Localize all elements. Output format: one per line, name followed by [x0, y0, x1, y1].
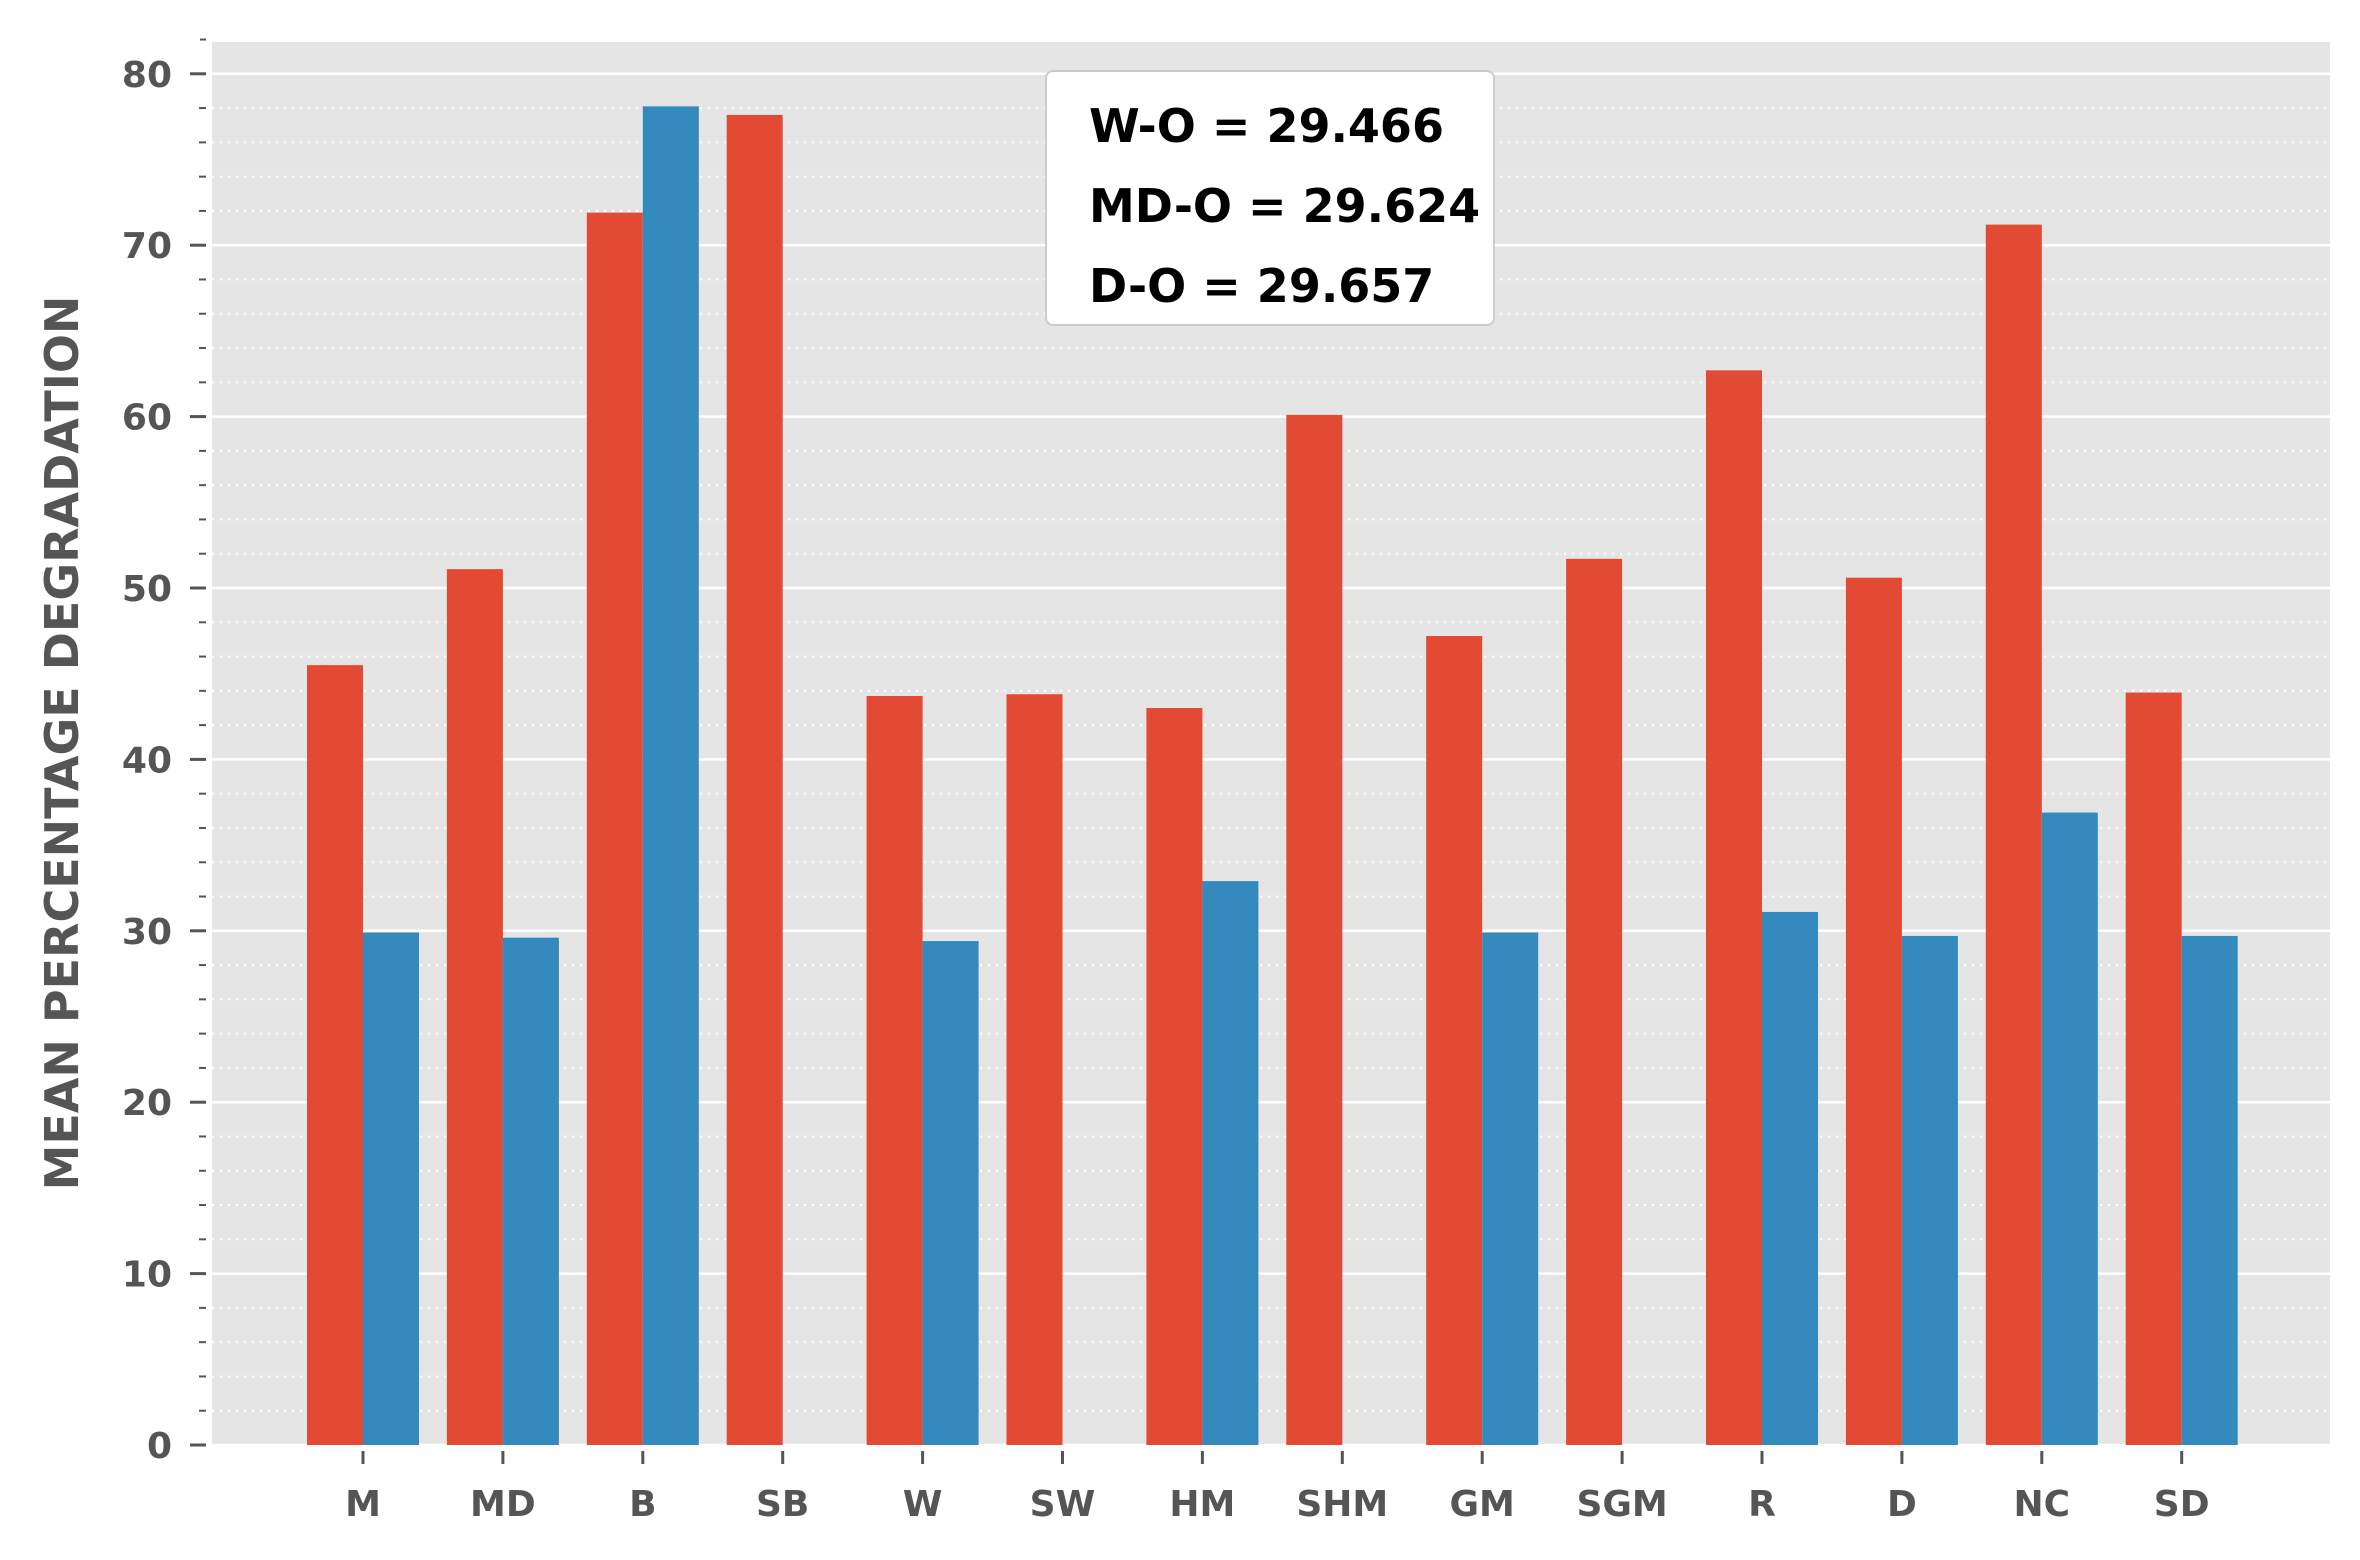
annotation-line-w-o: W-O = 29.466	[1089, 99, 1444, 153]
annotation-line-d-o: D-O = 29.657	[1089, 259, 1435, 313]
y-tick-label: 20	[122, 1083, 172, 1124]
bar-md-series-1	[446, 569, 503, 1445]
bar-sgm-series-1	[1566, 558, 1623, 1445]
bars	[307, 106, 2238, 1446]
bar-hm-series-1	[1146, 707, 1203, 1445]
x-tick-label-shm: SHM	[1296, 1484, 1388, 1525]
y-tick-label: 60	[122, 398, 172, 439]
x-tick-label-b: B	[629, 1484, 656, 1525]
x-tick-label-w: W	[903, 1484, 943, 1525]
x-tick-label-m: M	[345, 1484, 381, 1525]
x-tick-label-sb: SB	[756, 1484, 809, 1525]
bar-m-series-2	[363, 932, 419, 1445]
x-tick-label-sw: SW	[1030, 1484, 1096, 1525]
bar-w-series-1	[866, 695, 923, 1445]
bar-r-series-1	[1706, 370, 1762, 1445]
bar-b-series-2	[642, 106, 699, 1446]
bar-w-series-2	[922, 941, 979, 1445]
bar-sw-series-1	[1006, 694, 1063, 1445]
bar-sd-series-1	[2125, 692, 2182, 1445]
bar-hm-series-2	[1202, 881, 1259, 1445]
y-tick-label: 30	[122, 912, 172, 953]
grid-lines	[212, 72, 2330, 1447]
bar-md-series-2	[502, 937, 559, 1445]
x-tick-label-r: R	[1748, 1484, 1776, 1525]
y-tick-label: 80	[122, 55, 172, 96]
bar-nc-series-1	[1985, 224, 2042, 1446]
bar-gm-series-1	[1426, 635, 1483, 1445]
bar-sb-series-1	[726, 114, 783, 1445]
y-tick-label: 0	[147, 1426, 172, 1467]
bar-nc-series-2	[2041, 812, 2098, 1445]
x-tick-label-md: MD	[470, 1484, 536, 1525]
annotation-line-md-o: MD-O = 29.624	[1089, 179, 1481, 233]
y-tick-label: 70	[122, 226, 172, 267]
bar-m-series-1	[307, 665, 363, 1445]
x-tick-label-d: D	[1887, 1484, 1917, 1525]
bar-d-series-2	[1901, 935, 1958, 1445]
bar-gm-series-2	[1482, 932, 1539, 1445]
y-tick-label: 10	[122, 1255, 172, 1296]
bar-shm-series-1	[1286, 414, 1343, 1445]
annotation-box: W-O = 29.466 MD-O = 29.624 D-O = 29.657	[1045, 70, 1495, 326]
x-tick-label-sgm: SGM	[1576, 1484, 1667, 1525]
x-tick-label-nc: NC	[2014, 1484, 2071, 1525]
bar-b-series-1	[586, 212, 643, 1445]
y-axis-label: MEAN PERCENTAGE DEGRADATION	[35, 296, 89, 1191]
bar-r-series-2	[1762, 911, 1818, 1445]
x-tick-label-sd: SD	[2154, 1484, 2210, 1525]
bar-d-series-1	[1845, 577, 1902, 1445]
y-tick-label: 50	[122, 569, 172, 610]
x-tick-label-gm: GM	[1450, 1484, 1515, 1525]
axes: 0 10 20 30 40 50 60 70 80 M MD B SB W SW HM SHM GM SGM R D NC…	[122, 38, 2210, 1525]
y-tick-label: 40	[122, 740, 172, 781]
x-tick-label-hm: HM	[1169, 1484, 1235, 1525]
bar-sd-series-2	[2181, 935, 2238, 1445]
